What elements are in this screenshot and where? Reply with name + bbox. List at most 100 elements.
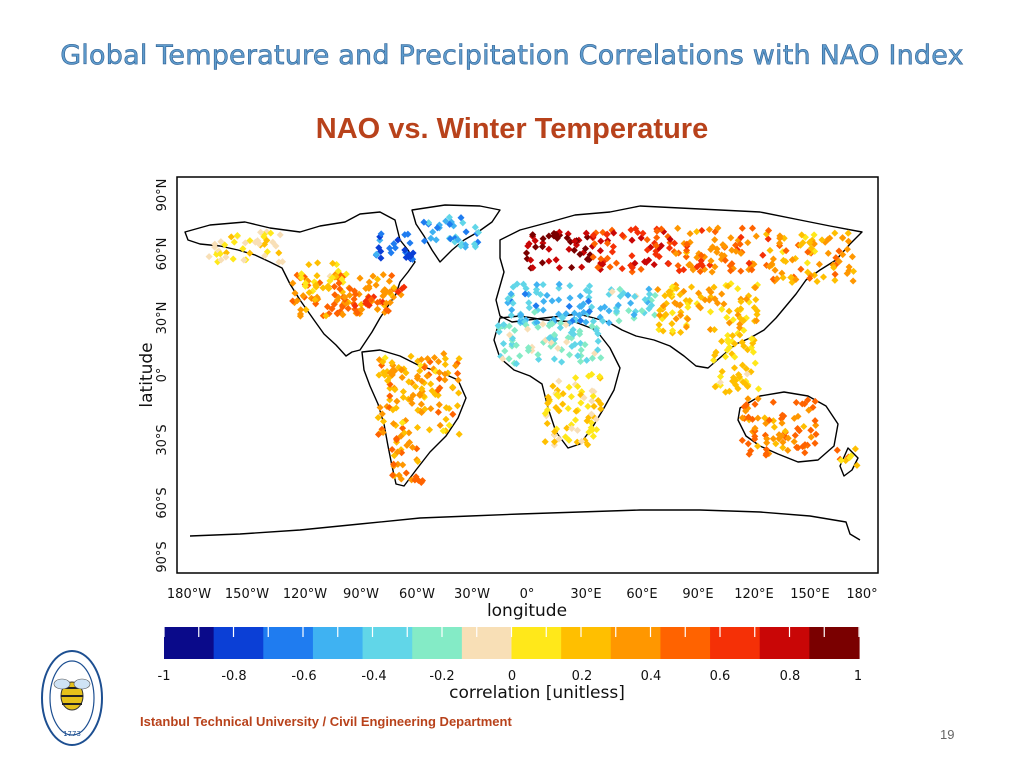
correlation-point xyxy=(533,318,541,327)
correlation-point xyxy=(693,228,701,236)
correlation-point xyxy=(432,236,440,244)
correlation-point xyxy=(499,355,507,363)
correlation-point xyxy=(832,254,840,262)
correlation-point xyxy=(529,231,537,239)
correlation-points xyxy=(205,213,861,487)
correlation-point xyxy=(682,323,690,331)
correlation-point xyxy=(509,283,517,291)
colorbar-segment xyxy=(710,627,761,659)
x-tick-label: 90°E xyxy=(682,587,713,602)
correlation-point xyxy=(597,255,605,263)
correlation-point xyxy=(293,297,301,305)
colorbar-label: correlation [unitless] xyxy=(449,683,625,703)
correlation-point xyxy=(547,342,555,350)
correlation-point xyxy=(597,237,605,245)
correlation-point xyxy=(302,306,310,314)
correlation-point xyxy=(566,294,574,302)
correlation-point xyxy=(333,310,341,318)
correlation-point xyxy=(516,352,524,360)
correlation-point xyxy=(693,263,701,271)
correlation-point xyxy=(375,244,383,252)
correlation-point xyxy=(680,266,688,274)
correlation-point xyxy=(589,253,597,261)
correlation-point xyxy=(578,263,586,271)
correlation-point xyxy=(798,400,806,408)
correlation-point xyxy=(406,239,414,247)
correlation-point xyxy=(403,441,411,449)
x-tick-label: 30°E xyxy=(570,587,601,602)
correlation-point xyxy=(742,407,750,415)
correlation-point xyxy=(608,248,616,256)
correlation-point xyxy=(797,265,805,273)
correlation-point xyxy=(762,451,770,459)
correlation-point xyxy=(399,388,407,396)
correlation-point xyxy=(508,340,516,348)
correlation-point xyxy=(543,291,551,299)
correlation-point xyxy=(587,410,596,418)
correlation-point xyxy=(563,338,571,346)
correlation-point xyxy=(323,303,332,311)
correlation-point xyxy=(388,359,396,367)
correlation-point xyxy=(576,327,584,335)
correlation-point xyxy=(393,448,402,456)
correlation-point xyxy=(297,270,306,278)
correlation-point xyxy=(511,326,519,334)
correlation-point xyxy=(826,234,834,242)
correlation-point xyxy=(603,239,612,247)
correlation-point xyxy=(397,475,405,483)
correlation-point xyxy=(229,255,237,263)
correlation-point xyxy=(217,238,225,246)
correlation-point xyxy=(553,391,561,399)
correlation-point xyxy=(568,263,576,272)
correlation-point xyxy=(645,290,654,298)
correlation-point xyxy=(711,263,719,271)
correlation-point xyxy=(357,300,365,309)
slide-title: Global Temperature and Precipitation Cor… xyxy=(60,40,964,72)
correlation-point xyxy=(585,428,593,436)
page-number: 19 xyxy=(940,727,955,742)
colorbar-segment xyxy=(561,627,612,659)
correlation-point xyxy=(393,436,401,444)
correlation-point xyxy=(373,305,382,313)
correlation-point xyxy=(545,322,553,330)
correlation-point xyxy=(531,308,539,316)
correlation-point xyxy=(507,290,515,298)
correlation-point xyxy=(597,354,605,362)
correlation-point xyxy=(311,296,319,304)
correlation-point xyxy=(737,305,745,313)
correlation-point xyxy=(628,236,636,244)
correlation-point xyxy=(724,282,732,290)
correlation-point xyxy=(434,358,443,366)
correlation-point xyxy=(576,302,584,311)
correlation-point xyxy=(524,344,533,352)
correlation-point xyxy=(386,396,394,404)
correlation-point xyxy=(436,384,444,392)
correlation-point xyxy=(565,383,573,391)
correlation-point xyxy=(211,240,219,248)
colorbar-segment xyxy=(213,627,264,659)
correlation-point xyxy=(221,241,229,249)
correlation-point xyxy=(610,229,618,237)
correlation-point xyxy=(698,262,706,270)
correlation-point xyxy=(570,330,578,338)
correlation-point xyxy=(453,402,462,410)
correlation-point xyxy=(779,438,787,446)
correlation-point xyxy=(576,250,584,258)
correlation-point xyxy=(296,310,305,318)
correlation-point xyxy=(534,351,542,359)
correlation-point xyxy=(818,236,826,244)
correlation-point xyxy=(654,285,662,294)
correlation-point xyxy=(408,399,416,407)
correlation-point xyxy=(545,232,553,240)
correlation-point xyxy=(788,256,796,264)
y-tick-label: 60°N xyxy=(155,238,170,271)
correlation-point xyxy=(524,325,532,333)
correlation-point xyxy=(812,430,820,438)
correlation-point xyxy=(766,246,774,254)
correlation-point xyxy=(389,471,397,479)
correlation-point xyxy=(576,292,584,300)
colorbar-segment xyxy=(164,627,215,659)
correlation-point xyxy=(504,295,512,303)
correlation-point xyxy=(763,439,771,447)
correlation-point xyxy=(705,296,713,304)
